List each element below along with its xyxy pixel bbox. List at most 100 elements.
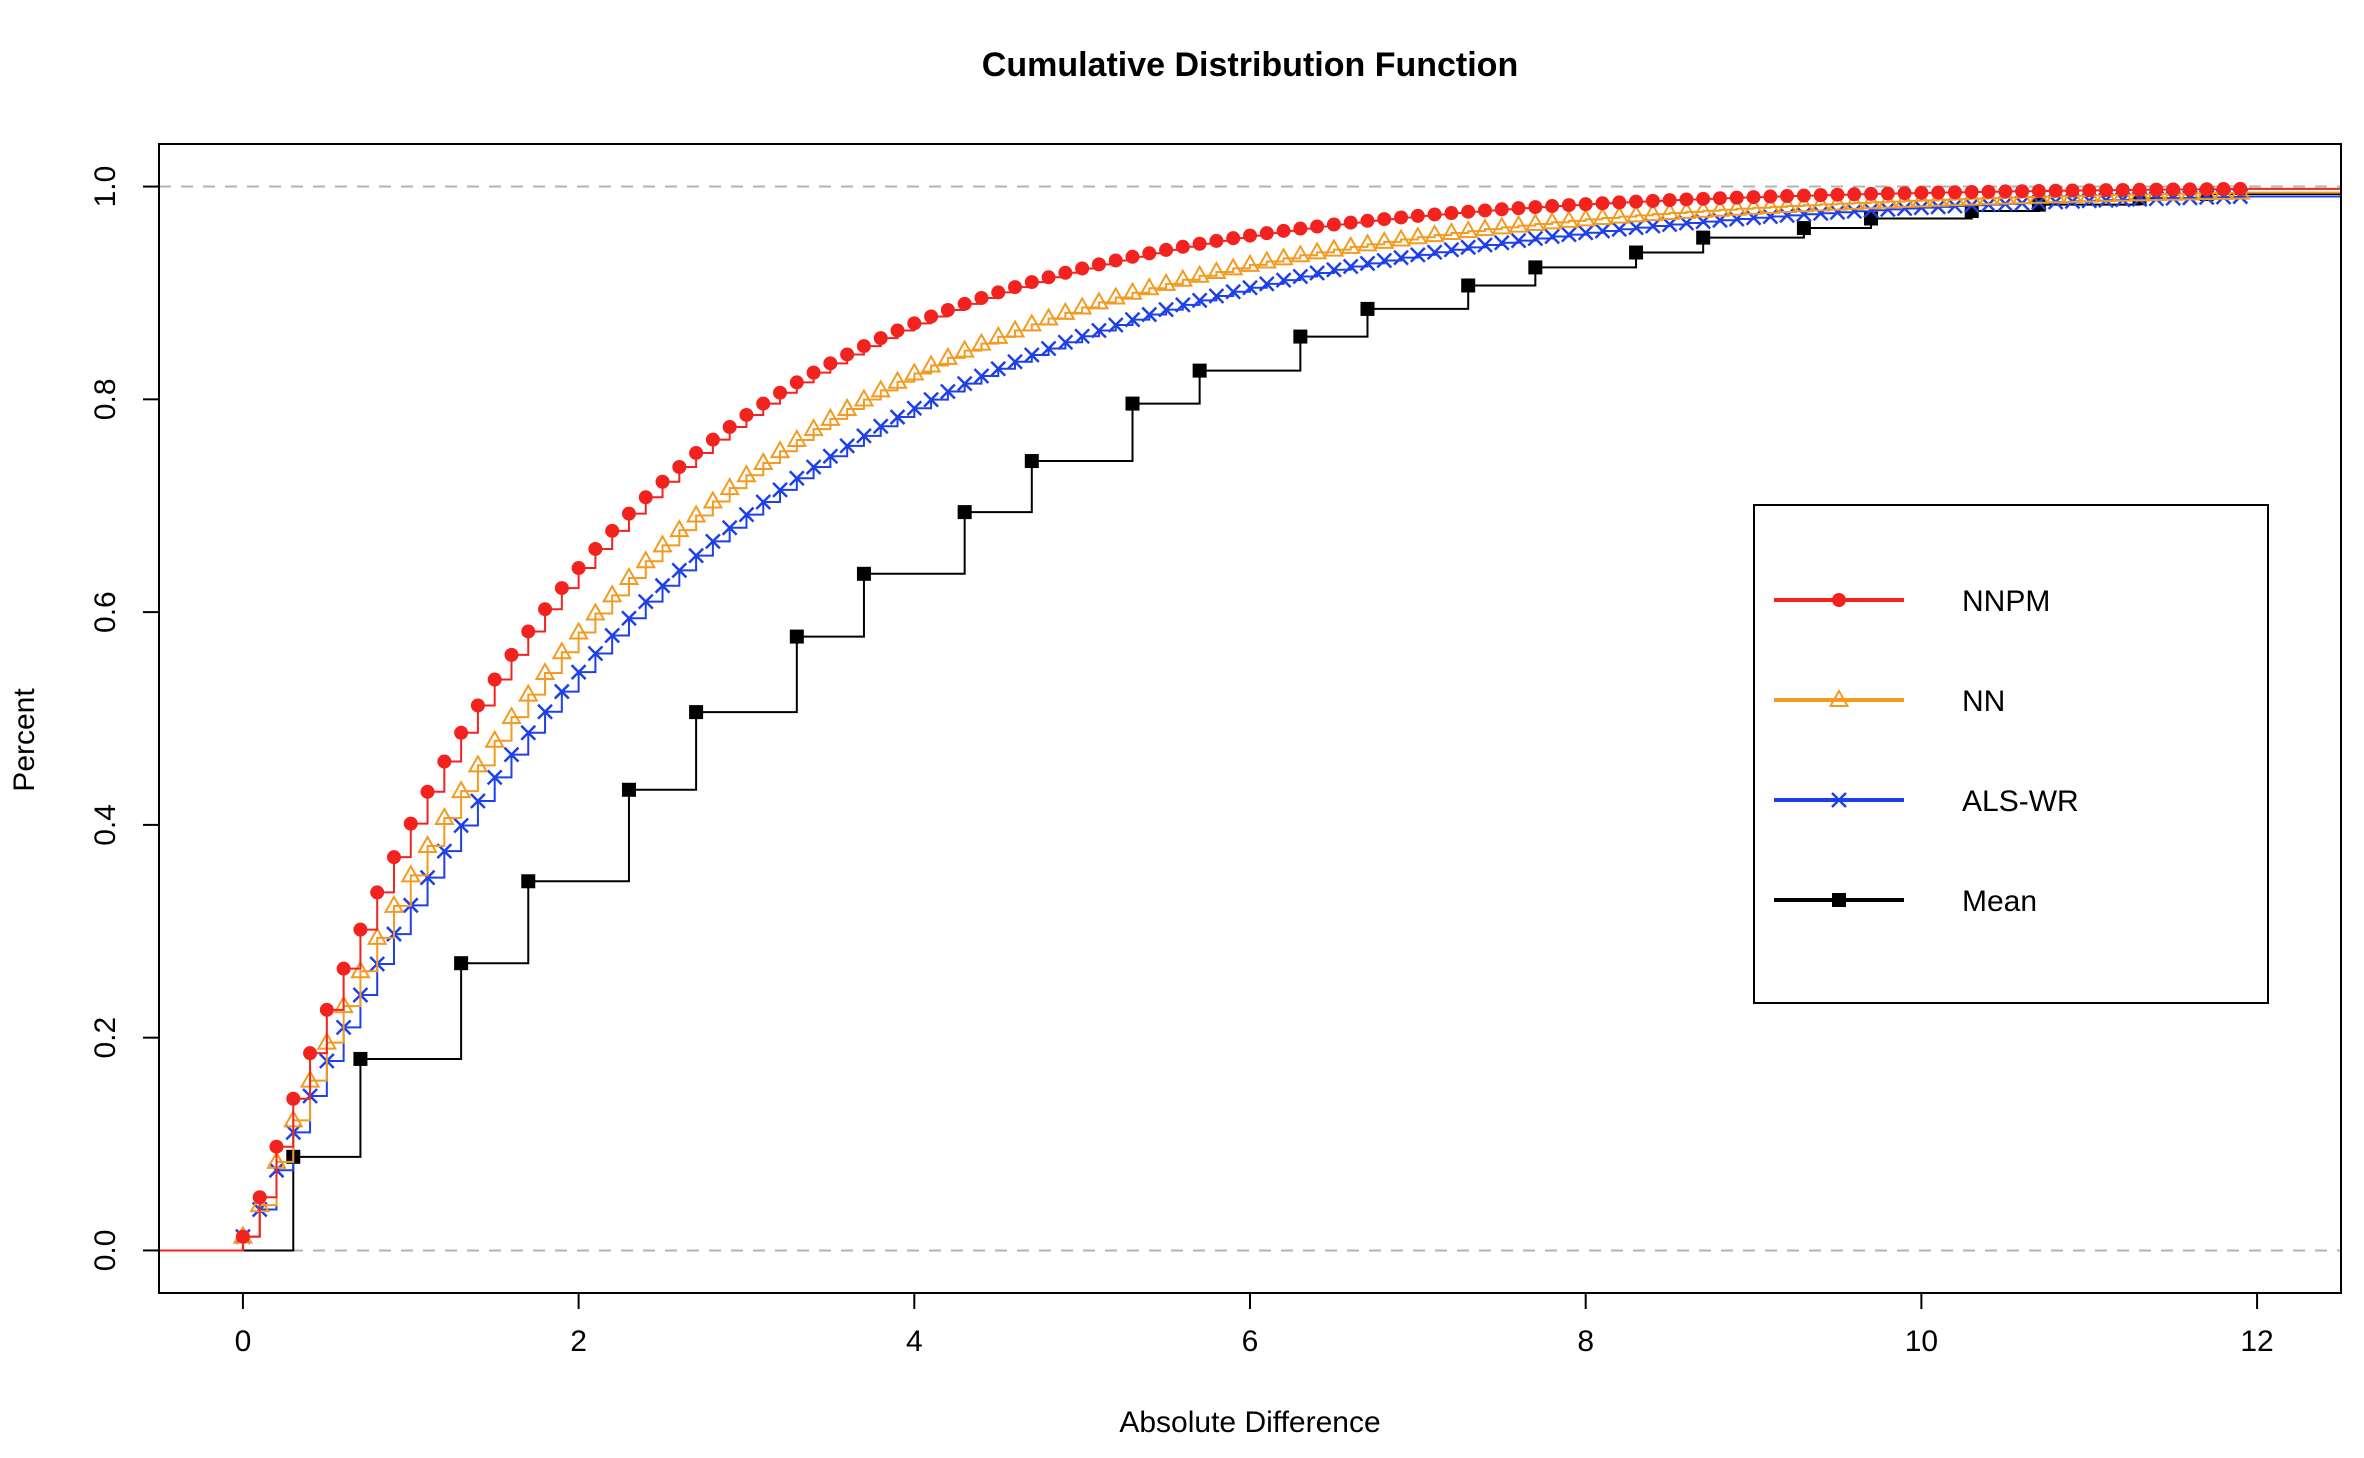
data-point	[1879, 201, 1896, 218]
data-point	[1829, 204, 1846, 221]
chart-title: Cumulative Distribution Function	[982, 46, 1518, 84]
data-point	[1024, 275, 1039, 290]
data-point	[872, 418, 889, 435]
data-point	[2149, 182, 2164, 197]
data-point	[1511, 201, 1526, 216]
data-point	[1712, 191, 1727, 206]
legend-box	[1753, 504, 2269, 1004]
data-point	[890, 323, 905, 338]
data-point	[1088, 291, 1110, 310]
data-point	[789, 629, 804, 644]
data-point	[654, 577, 671, 594]
data-point	[803, 418, 824, 437]
data-point	[1055, 301, 1076, 320]
data-point	[1776, 195, 1798, 214]
y-tick-label: 0.0	[89, 1230, 122, 1272]
data-point	[1326, 217, 1341, 232]
data-point	[1390, 228, 1412, 247]
data-point	[1376, 252, 1393, 269]
data-point	[1780, 189, 1795, 204]
data-point	[1174, 297, 1191, 313]
data-point	[1575, 208, 1596, 227]
data-point	[2031, 183, 2046, 198]
data-point	[1142, 246, 1157, 261]
data-point	[269, 1139, 284, 1154]
data-point	[1243, 228, 1257, 243]
data-point	[1443, 241, 1460, 258]
data-point	[1461, 278, 1476, 293]
data-point	[588, 541, 603, 556]
data-point	[1642, 203, 1664, 222]
legend-swatch-marker	[1828, 688, 1850, 707]
data-point	[1812, 205, 1829, 222]
data-point	[1427, 207, 1442, 222]
y-axis-label: Percent	[8, 688, 41, 792]
data-point	[521, 874, 536, 889]
data-point	[2115, 182, 2130, 197]
data-point	[1242, 279, 1258, 296]
data-point	[383, 894, 405, 913]
data-point	[1276, 223, 1291, 238]
data-point	[1309, 265, 1326, 281]
data-point	[1477, 203, 1492, 218]
data-point	[484, 729, 505, 748]
data-point	[437, 754, 452, 769]
data-point	[1947, 185, 1962, 200]
data-point	[1275, 272, 1292, 288]
data-point	[1007, 353, 1023, 370]
data-point	[1860, 191, 1882, 210]
x-axis-label: Absolute Difference	[1119, 1406, 1380, 1439]
data-point	[366, 926, 388, 945]
data-point	[689, 705, 704, 720]
data-point	[840, 347, 855, 362]
data-point	[1259, 226, 1274, 241]
data-point	[1008, 280, 1023, 295]
data-point	[705, 533, 721, 550]
data-point	[601, 584, 623, 603]
data-point	[1525, 212, 1546, 231]
legend-swatch-marker	[1831, 792, 1847, 808]
data-point	[618, 566, 640, 585]
x-tick-label: 0	[235, 1325, 252, 1358]
x-axis: 0 2 4 6 8 10 12	[235, 1292, 2274, 1358]
data-point	[1577, 224, 1594, 241]
y-tick-label: 0.8	[89, 378, 122, 420]
data-point	[889, 409, 906, 425]
data-point	[1609, 205, 1630, 224]
data-point	[1360, 213, 1375, 228]
data-point	[637, 593, 654, 610]
data-point	[1914, 185, 1929, 200]
data-point	[454, 956, 469, 971]
data-point	[252, 1190, 267, 1205]
data-point	[1208, 288, 1225, 304]
data-point	[1023, 347, 1040, 363]
data-point	[1239, 253, 1261, 272]
data-point	[1155, 272, 1177, 291]
data-point	[450, 780, 472, 799]
legend-swatch-marker	[1832, 593, 1846, 607]
data-point	[1091, 322, 1107, 339]
data-point	[887, 370, 908, 389]
y-axis: 0.0 0.2 0.4 0.6 0.8 1.0	[89, 166, 159, 1272]
data-point	[370, 885, 385, 900]
data-point	[991, 285, 1006, 300]
data-point	[487, 672, 502, 687]
data-point	[655, 474, 670, 489]
data-point	[1474, 218, 1496, 237]
data-point	[1407, 226, 1429, 245]
data-point	[738, 506, 755, 523]
data-point	[669, 519, 690, 538]
legend-swatch-marker	[1832, 893, 1846, 907]
data-point	[939, 383, 956, 400]
data-point	[990, 360, 1007, 377]
data-point	[521, 624, 536, 639]
x-tick-label: 2	[570, 1325, 587, 1358]
data-point	[504, 647, 519, 662]
data-point	[1460, 239, 1477, 256]
data-point	[1877, 190, 1899, 209]
legend-label: Mean	[1962, 885, 2037, 918]
data-point	[957, 296, 972, 311]
x-tick-label: 12	[2240, 1325, 2273, 1358]
data-point	[1696, 191, 1711, 206]
legend-entry: Mean	[1774, 885, 2037, 918]
